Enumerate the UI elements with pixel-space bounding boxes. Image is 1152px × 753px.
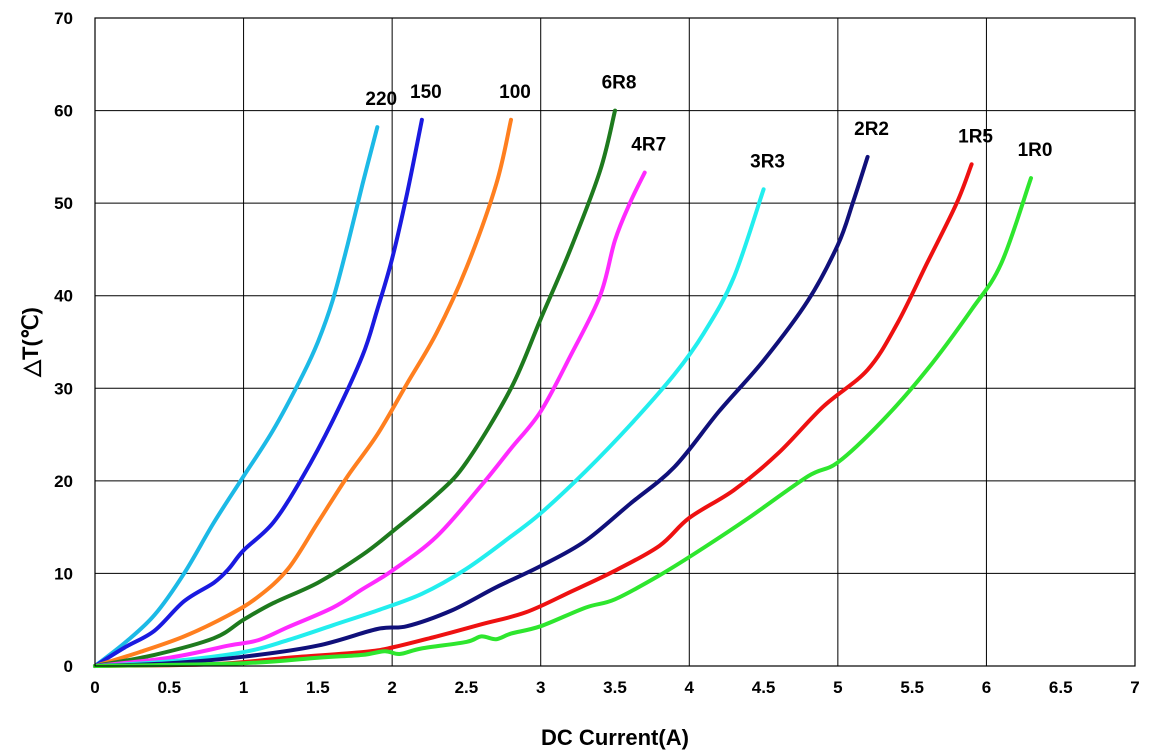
x-tick-label: 7 [1130,678,1139,697]
plot-area [95,18,1135,666]
series-line-3r3 [93,187,766,668]
series-label-150: 150 [410,82,442,103]
series-line-100 [93,117,513,668]
y-tick-label: 70 [54,9,73,28]
x-tick-label: 6 [982,678,991,697]
series-line-4r7 [93,170,647,668]
series-label-220: 220 [365,89,397,110]
plot-border [94,17,1136,667]
x-tick-labels: 0 0.5 1 1.5 2 2.5 3 3.5 4 4.5 5 5.5 6 6.5 7 [90,678,1139,697]
x-tick-label: 5.5 [900,678,924,697]
x-tick-label: 0 [90,678,99,697]
x-tick-label: 2.5 [455,678,479,697]
x-tick-label: 5 [833,678,842,697]
series-label-3r3: 3R3 [750,151,785,172]
x-tick-label: 1.5 [306,678,330,697]
y-tick-label: 10 [54,564,73,583]
grid [95,18,1135,666]
y-tick-label: 50 [54,194,73,213]
series-label-1r5: 1R5 [958,126,993,147]
series-labels: 220 150 100 6R8 4R7 3R3 2R2 1R5 1R0 [365,73,1052,173]
series-line-2r2 [93,154,870,668]
y-axis-title: △T(℃) [18,307,43,378]
series-label-6r8: 6R8 [602,73,637,94]
x-tick-label: 4.5 [752,678,776,697]
x-tick-label: 4 [685,678,695,697]
series-line-1r0 [93,176,1033,668]
series-layer [93,108,1033,668]
series-line-6r8 [93,108,617,668]
y-tick-labels: 0 10 20 30 40 50 60 70 [54,9,73,676]
y-tick-label: 30 [54,379,73,398]
x-axis-title: DC Current(A) [541,725,689,750]
y-tick-label: 20 [54,472,73,491]
x-tick-label: 0.5 [157,678,181,697]
series-label-100: 100 [499,82,531,103]
series-line-220 [93,125,380,668]
series-line-1r5 [93,162,974,668]
y-tick-label: 40 [54,287,73,306]
x-tick-label: 2 [387,678,396,697]
series-label-1r0: 1R0 [1018,140,1053,161]
y-tick-label: 0 [64,657,73,676]
series-label-4r7: 4R7 [631,135,666,156]
series-line-150 [93,117,424,668]
x-tick-label: 6.5 [1049,678,1073,697]
x-tick-label: 3.5 [603,678,627,697]
x-tick-label: 1 [239,678,248,697]
y-tick-label: 60 [54,102,73,121]
x-tick-label: 3 [536,678,545,697]
series-label-2r2: 2R2 [854,119,889,140]
